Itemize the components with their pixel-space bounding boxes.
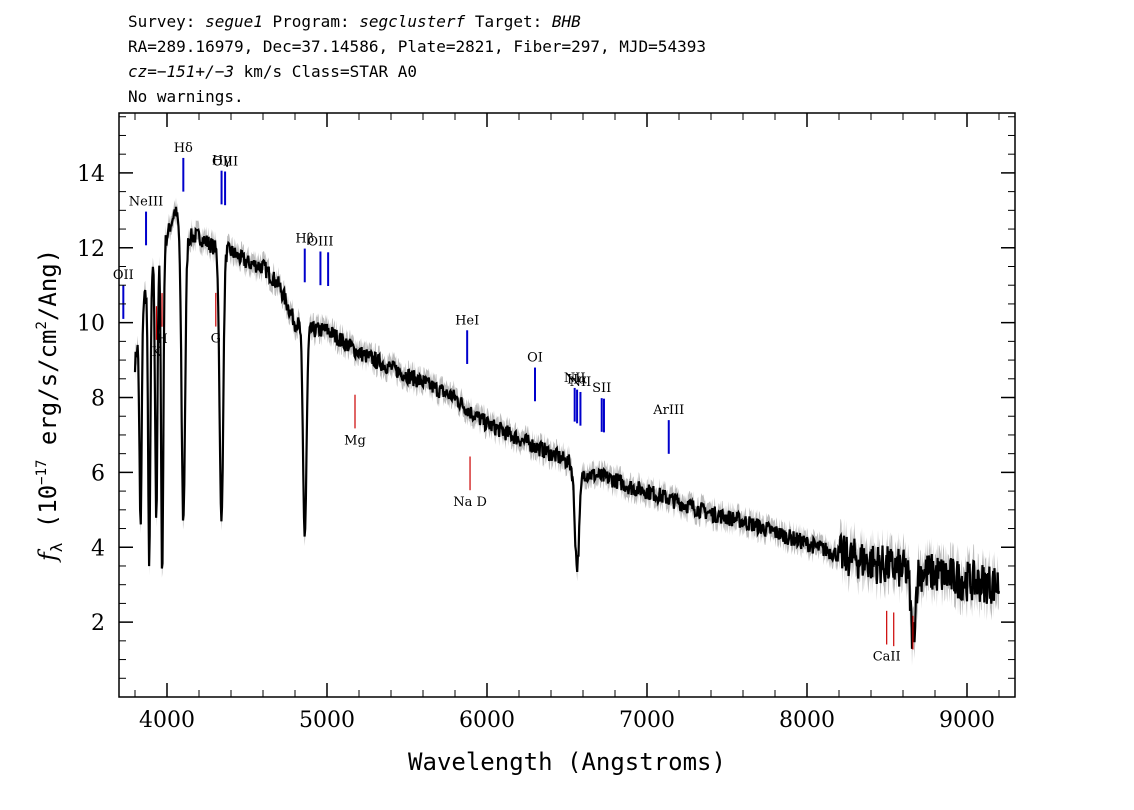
x-axis-label: Wavelength (Angstroms) [408,748,726,776]
x-tick-label: 7000 [619,708,675,733]
y-tick-label: 4 [91,536,105,561]
survey-label: Survey: [128,12,196,31]
line-label: NII [564,371,586,386]
line-label: G [211,332,221,347]
y-tick-label: 12 [77,237,105,262]
line-label: K [152,345,162,360]
line-label: NeIII [129,195,163,210]
header-line-3: cz=−151+/−3 km/s Class=STAR A0 [128,62,417,82]
class-text: km/s Class=STAR A0 [243,62,417,81]
line-label: H [156,332,167,347]
program-label: Program: [272,12,350,31]
y-tick-label: 8 [91,387,105,412]
x-tick-label: 8000 [779,708,835,733]
line-label: OIII [307,235,333,250]
line-label: Na D [453,495,487,510]
line-label: OI [527,351,543,366]
program-value: segclusterf [359,12,466,31]
error-band [135,197,999,666]
line-label: OII [113,268,134,283]
line-label: ArIII [652,403,684,418]
y-tick-label: 10 [77,312,105,337]
redshift-value: cz=−151+/−3 [128,62,234,81]
x-tick-label: 9000 [939,708,995,733]
line-label: SII [592,381,611,396]
line-label: CaII [873,650,901,665]
line-label: Mg [344,433,366,448]
line-label: OIII [212,155,238,170]
line-label: Hα [567,373,587,388]
header-line-2: RA=289.16979, Dec=37.14586, Plate=2821, … [128,37,706,56]
x-tick-label: 5000 [299,708,355,733]
y-tick-label: 2 [91,611,105,636]
line-label: NII [570,375,592,390]
line-label: HeI [455,313,479,328]
x-tick-label: 4000 [139,708,195,733]
target-label: Target: [474,12,543,31]
header-line-4: No warnings. [128,87,244,106]
y-axis-label: fλ (10−17 erg/s/cm2/Ang) [34,249,66,563]
target-value: BHB [551,12,581,31]
x-tick-label: 6000 [459,708,515,733]
y-tick-label: 14 [77,162,105,187]
line-label: Hδ [174,141,193,156]
survey-value: segue1 [205,12,263,31]
y-tick-label: 6 [91,461,105,486]
line-label: Hβ [295,232,314,247]
plot-frame [118,112,1016,698]
line-label: Hγ [212,154,231,169]
flux-line [133,206,1001,649]
header-line-1: Survey: segue1 Program: segclusterf Targ… [128,12,581,32]
